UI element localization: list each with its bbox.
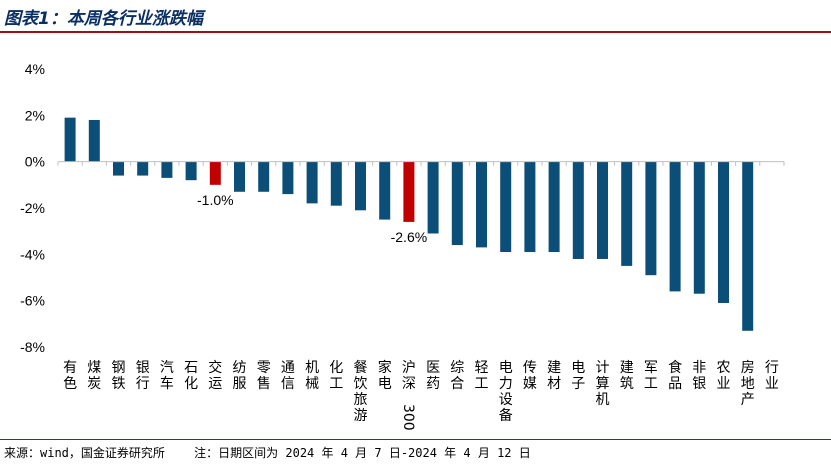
category-label: 银行 [136, 360, 150, 392]
category-label: 石化 [184, 360, 198, 392]
category-label: 建材 [547, 360, 561, 392]
category-label: 机械 [305, 360, 319, 392]
category-label: 轻工 [475, 360, 489, 392]
bar-22 [572, 161, 584, 259]
category-label: 非银 [692, 360, 706, 392]
category-label: 农业 [717, 360, 731, 392]
category-label: 纺服 [233, 360, 247, 392]
y-tick-label: -6% [20, 293, 45, 309]
bar-23 [597, 161, 608, 259]
bar-9 [258, 161, 270, 192]
bar-20 [524, 161, 536, 253]
date-note: 注：日期区间为 2024 年 4 月 7 日-2024 年 4 月 12 日 [194, 446, 531, 460]
y-tick-label: -2% [20, 200, 45, 216]
category-label: 钢铁 [112, 360, 126, 392]
category-label: 通信 [281, 360, 295, 392]
bar-26 [669, 161, 681, 292]
title-divider [0, 31, 831, 33]
bar-29 [742, 161, 754, 331]
category-label: 汽车 [160, 360, 174, 392]
bar-8 [234, 161, 245, 192]
category-label: 煤炭 [87, 360, 101, 392]
category-label: 有色 [63, 360, 77, 392]
y-tick-label: 2% [25, 107, 45, 123]
category-label: 家电 [378, 359, 392, 392]
bar-chart: 4% 2% 0% -2% -4% -6% -8% -1.0% -2.6% 有色煤炭钢铁银行汽车… [20, 61, 785, 431]
chart-title: 图表1：本周各行业涨跌幅 [4, 9, 203, 29]
bar-16 [427, 161, 439, 234]
category-label: 食品 [668, 359, 682, 392]
data-labels: -1.0% -2.6% [197, 192, 427, 245]
bar-18 [476, 161, 487, 248]
bar-19 [500, 161, 512, 253]
bar-2 [88, 119, 100, 162]
source-text: 来源：wind，国金证券研究所 [4, 446, 165, 460]
y-tick-label: -8% [20, 339, 45, 355]
bar-27 [693, 161, 705, 294]
bar-4 [137, 161, 149, 176]
y-tick-label: -4% [20, 246, 45, 262]
bar-12 [330, 161, 342, 206]
bar-25 [645, 161, 657, 276]
category-label: 电子 [571, 360, 585, 392]
footer: 来源：wind，国金证券研究所 注：日期区间为 2024 年 4 月 7 日-2… [4, 444, 531, 461]
bar-15 [403, 161, 415, 222]
bar-11 [306, 161, 318, 204]
category-label: 综合 [450, 360, 464, 392]
category-label: 军工 [644, 360, 658, 392]
bar-24 [621, 161, 633, 266]
category-label: 行业 [765, 360, 779, 392]
category-label: 建筑 [620, 360, 634, 392]
category-label: 电力设备 [499, 360, 513, 424]
data-label: -2.6% [391, 229, 428, 245]
category-label: 计算机 [596, 360, 610, 408]
bar-13 [355, 161, 366, 211]
bar-14 [379, 161, 391, 220]
data-label: -1.0% [197, 192, 234, 208]
category-label: 化工 [329, 360, 343, 392]
bars [64, 117, 754, 331]
category-label: 房地产 [741, 360, 755, 408]
category-label-rotated: 300 [400, 404, 416, 431]
category-label: 餐饮旅游 [354, 360, 368, 424]
bar-7 [209, 161, 221, 185]
bar-10 [282, 161, 294, 195]
bar-21 [548, 161, 560, 253]
bar-28 [718, 161, 729, 303]
category-label: 传媒 [523, 360, 537, 392]
y-tick-label: 4% [25, 61, 45, 77]
bar-5 [161, 161, 173, 178]
category-label: 零售 [257, 360, 271, 392]
footer-divider [0, 439, 831, 440]
y-axis: 4% 2% 0% -2% -4% -6% -8% [20, 61, 45, 355]
bar-1 [64, 117, 76, 162]
category-label: 沪深 [402, 360, 416, 392]
zero-line [57, 161, 785, 166]
bar-17 [451, 161, 463, 246]
category-label: 医药 [426, 360, 440, 392]
category-label: 交运 [208, 359, 222, 392]
bar-6 [185, 161, 197, 181]
bar-3 [113, 161, 124, 176]
y-tick-label: 0% [25, 154, 45, 170]
